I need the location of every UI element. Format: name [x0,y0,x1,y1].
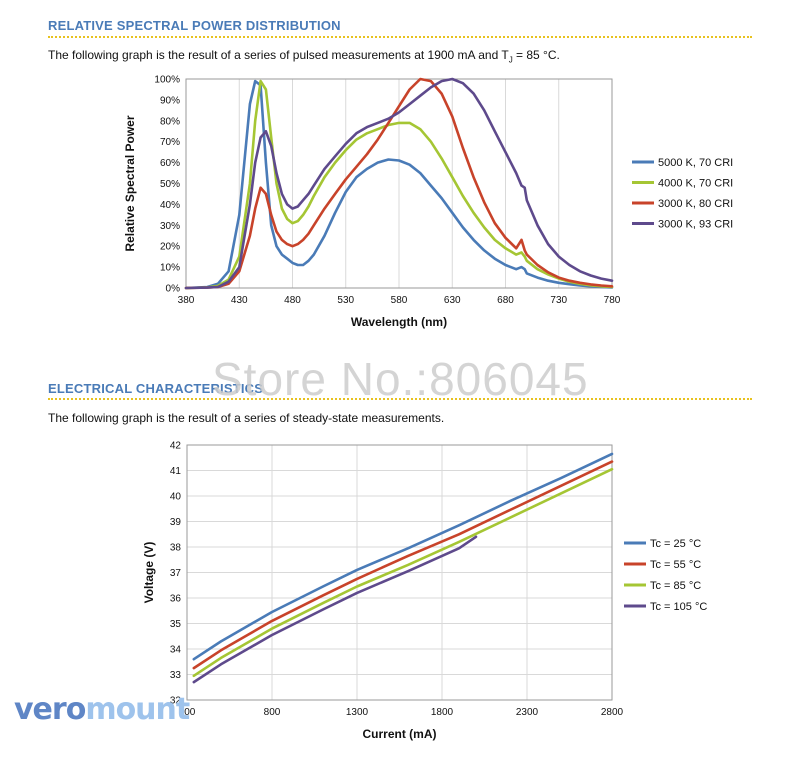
electrical-section-title: ELECTRICAL CHARACTERISTICS [48,381,264,396]
spectral-series-line-1 [184,79,614,290]
spectral-y-tick-label: 20% [160,242,180,253]
electrical-legend-label-1: Tc = 25 °C [650,538,701,550]
electrical-y-tick-label: 32 [170,696,182,707]
spectral-x-tick-label: 630 [444,295,461,306]
electrical-y-tick-label: 33 [170,670,182,681]
spectral-y-tick-label: 90% [160,95,180,106]
spectral-y-tick-label: 40% [160,200,180,211]
spectral-series-line-4 [184,77,614,290]
electrical-x-axis-label: Current (mA) [363,727,437,741]
spectral-x-axis-label: Wavelength (nm) [351,315,447,329]
logo-part-mount: mount [85,692,190,727]
electrical-legend-label-4: Tc = 105 °C [650,601,707,613]
electrical-y-tick-label: 34 [170,645,182,656]
spectral-section-description: The following graph is the result of a s… [48,48,560,64]
electrical-series-line-4 [192,535,478,684]
spectral-x-tick-label: 580 [391,295,408,306]
electrical-x-tick-label: 2300 [516,707,539,718]
spectral-y-tick-label: 80% [160,116,180,127]
spectral-legend-label-2: 4000 K, 70 CRI [658,178,733,190]
spectral-power-chart: 380 430 480 530 580 630 680 730 780 0% 10% 20% 30% 40… [123,75,733,330]
spectral-section-title: RELATIVE SPECTRAL POWER DISTRIBUTION [48,18,341,33]
electrical-x-tick-label: 300 [179,707,196,718]
spectral-x-tick-label: 380 [178,295,195,306]
spectral-description-prefix: The following graph is the result of a s… [48,48,509,62]
electrical-y-tick-label: 38 [170,543,182,554]
electrical-y-tick-label: 36 [170,594,182,605]
electrical-y-tick-label: 42 [170,441,182,452]
electrical-x-tick-label: 1800 [431,707,454,718]
spectral-y-tick-label: 50% [160,179,180,190]
spectral-plot-frame [185,78,613,289]
spectral-y-tick-label: 60% [160,158,180,169]
electrical-y-tick-label: 35 [170,619,182,630]
electrical-plot-frame [186,444,613,701]
logo-part-vero: vero [14,692,86,727]
spectral-legend-label-3: 3000 K, 80 CRI [658,198,733,210]
spectral-section-rule [48,36,752,38]
electrical-legend-label-3: Tc = 85 °C [650,580,701,592]
spectral-series-line-2 [184,79,614,290]
spectral-x-tick-label: 530 [337,295,354,306]
electrical-section-rule [48,398,752,400]
spectral-description-suffix: = 85 °C. [512,48,560,62]
spectral-x-tick-label: 430 [231,295,248,306]
electrical-y-tick-label: 41 [170,466,182,477]
spectral-legend-label-4: 3000 K, 93 CRI [658,219,733,231]
electrical-section-description: The following graph is the result of a s… [48,411,445,425]
spectral-legend-label-1: 5000 K, 70 CRI [658,157,733,169]
electrical-series-line-1 [192,452,614,661]
electrical-series-line-3 [192,467,614,678]
electrical-x-tick-label: 800 [264,707,281,718]
spectral-description-subscript: J [508,55,513,65]
spectral-y-tick-label: 10% [160,263,180,274]
electrical-y-axis-label: Voltage (V) [142,542,156,604]
electrical-x-tick-label: 2800 [601,707,624,718]
electrical-x-tick-label: 1300 [346,707,369,718]
spectral-x-tick-label: 680 [497,295,514,306]
spectral-y-tick-label: 30% [160,221,180,232]
spectral-y-tick-label: 70% [160,137,180,148]
electrical-y-tick-label: 40 [170,492,182,503]
electrical-y-tick-label: 39 [170,517,182,528]
spectral-y-tick-label: 100% [154,75,180,86]
spectral-x-tick-label: 480 [284,295,301,306]
veromount-logo: veromount [14,692,190,727]
spectral-x-tick-label: 780 [604,295,621,306]
electrical-series-line-2 [192,460,614,670]
spectral-x-tick-label: 730 [550,295,567,306]
spectral-y-axis-label: Relative Spectral Power [123,115,137,251]
spectral-series-line-3 [184,77,614,290]
spectral-y-tick-label: 0% [166,284,181,295]
electrical-legend-label-2: Tc = 55 °C [650,559,701,571]
electrical-characteristics-chart: 300 800 1300 1800 2300 2800 32 33 34 35 36 37 38 39 40… [142,441,707,742]
electrical-y-tick-label: 37 [170,568,182,579]
